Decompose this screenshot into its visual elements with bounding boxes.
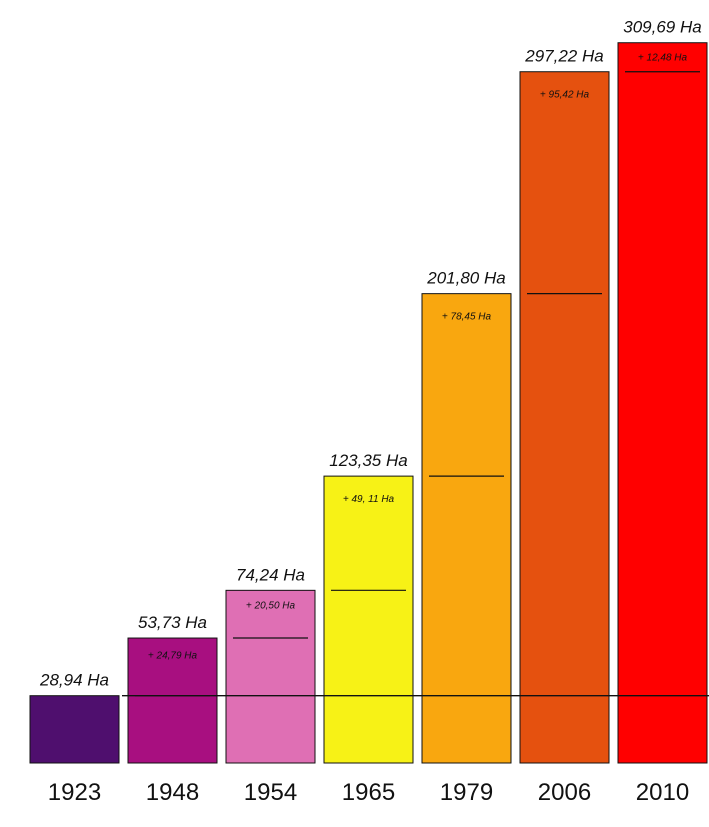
year-label-1923: 1923 <box>48 779 101 806</box>
bar-1979 <box>421 293 512 764</box>
bar-1923 <box>29 695 120 764</box>
increment-label-1954: + 20,50 Ha <box>246 600 296 611</box>
value-label-1923: 28,94 Ha <box>39 671 109 690</box>
labels-layer: 28,94 Ha 1923 53,73 Ha 1948 + 24,79 Ha 74,24 … <box>39 18 702 806</box>
value-label-2010: 309,69 Ha <box>623 18 701 37</box>
year-label-1948: 1948 <box>146 779 199 806</box>
increment-label-2006: + 95,42 Ha <box>540 90 590 101</box>
year-label-1954: 1954 <box>244 779 297 806</box>
year-label-2010: 2010 <box>636 779 689 806</box>
bars-layer <box>29 42 708 764</box>
increment-label-2010: + 12,48 Ha <box>638 53 688 64</box>
increment-lines-layer <box>122 71 709 697</box>
value-label-1965: 123,35 Ha <box>329 451 407 470</box>
year-label-2006: 2006 <box>538 779 591 806</box>
value-label-1948: 53,73 Ha <box>138 613 207 632</box>
increment-label-1979: + 78,45 Ha <box>442 312 492 323</box>
value-label-1954: 74,24 Ha <box>236 565 305 584</box>
bar-2006 <box>519 71 610 764</box>
bar-1948 <box>127 637 218 764</box>
bar-1954 <box>225 589 316 764</box>
value-label-1979: 201,80 Ha <box>426 269 505 288</box>
year-label-1979: 1979 <box>440 779 493 806</box>
bar-2010 <box>617 42 708 764</box>
bar-1965 <box>323 475 414 764</box>
value-label-2006: 297,22 Ha <box>524 47 603 66</box>
increment-label-1965: + 49, 11 Ha <box>343 494 395 505</box>
increment-label-1948: + 24,79 Ha <box>148 651 198 662</box>
year-label-1965: 1965 <box>342 779 395 806</box>
